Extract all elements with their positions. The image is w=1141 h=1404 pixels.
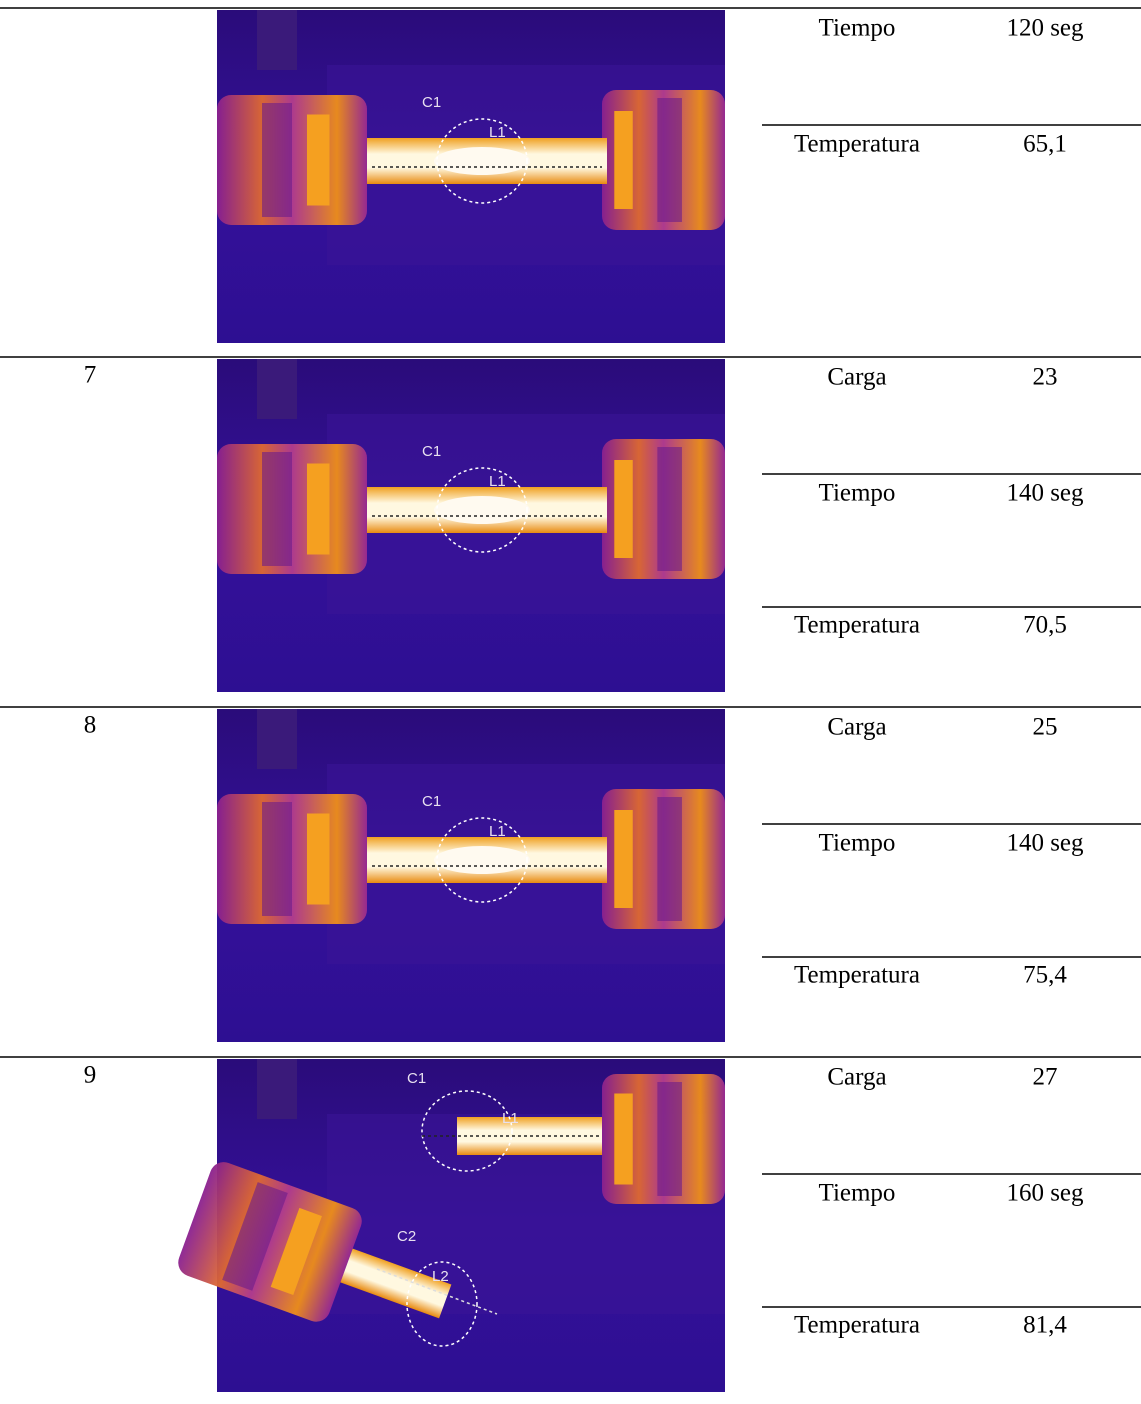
image-label: C1	[407, 1070, 426, 1087]
background-shape	[257, 709, 297, 769]
measure-circle	[406, 1261, 478, 1347]
image-label: L1	[489, 473, 506, 490]
cell-label: Temperatura	[794, 1312, 920, 1339]
grip-shade	[262, 802, 292, 916]
specimen-neck	[434, 846, 530, 874]
thermal-image: C1 L1	[217, 10, 725, 343]
image-label: L1	[502, 1110, 519, 1127]
image-label: C2	[397, 1228, 416, 1245]
grip-band	[307, 813, 330, 905]
measure-circle	[421, 1090, 513, 1172]
measure-circle	[436, 817, 528, 903]
grip	[178, 1162, 362, 1322]
grip-band	[307, 114, 330, 206]
specimen-neck	[434, 147, 530, 175]
grip-band	[614, 1093, 633, 1185]
grip-shade	[262, 452, 292, 566]
measure-circle	[436, 467, 528, 553]
cell-label: Tiempo	[819, 1180, 896, 1207]
cell-label: Temperatura	[794, 131, 920, 158]
cell-value: 140 seg	[1006, 830, 1084, 857]
image-label: C1	[422, 443, 441, 460]
cell-value: 65,1	[1023, 131, 1067, 158]
cell-value: 81,4	[1023, 1312, 1067, 1339]
cell-label: Tiempo	[819, 480, 896, 507]
cell-value: 23	[1033, 364, 1058, 391]
broken-part	[178, 1162, 452, 1322]
cell-label: Tiempo	[819, 15, 896, 42]
cell-label: Tiempo	[819, 830, 896, 857]
image-label: L1	[489, 823, 506, 840]
cell-label: Carga	[827, 364, 886, 391]
cell-value: 25	[1033, 714, 1058, 741]
background-shape	[257, 359, 297, 419]
row-number: 9	[84, 1062, 97, 1089]
row-number: 8	[84, 712, 97, 739]
background-shape	[257, 1059, 297, 1119]
grip-shade	[262, 103, 292, 217]
grip-shade	[657, 447, 682, 571]
cell-value: 120 seg	[1006, 15, 1084, 42]
grip-band	[614, 111, 633, 209]
grip-band	[614, 460, 633, 558]
thermal-image: C1 L1	[217, 359, 725, 692]
cell-label: Temperatura	[794, 612, 920, 639]
cell-value: 70,5	[1023, 612, 1067, 639]
measure-circle	[436, 118, 528, 204]
cell-value: 27	[1033, 1064, 1058, 1091]
grip-band	[270, 1207, 322, 1296]
cell-value: 160 seg	[1006, 1180, 1084, 1207]
image-label: C1	[422, 94, 441, 111]
grip-shade	[657, 1082, 682, 1196]
image-label: L2	[432, 1268, 449, 1285]
grip-shade	[657, 98, 682, 222]
cell-label: Carga	[827, 1064, 886, 1091]
grip-band	[614, 810, 633, 908]
thermal-image: C1 L1 C2 L2	[178, 1059, 725, 1392]
specimen-neck	[434, 496, 530, 524]
image-label: L1	[489, 124, 506, 141]
cell-value: 140 seg	[1006, 480, 1084, 507]
row-number: 7	[84, 362, 97, 389]
grip-shade	[222, 1182, 288, 1291]
image-label: C1	[422, 793, 441, 810]
grip-band	[307, 463, 330, 555]
cell-label: Carga	[827, 714, 886, 741]
specimen	[340, 1248, 452, 1319]
background-shape	[257, 10, 297, 70]
cell-label: Temperatura	[794, 962, 920, 989]
grip-shade	[657, 797, 682, 921]
specimen	[457, 1117, 602, 1155]
thermal-image: C1 L1	[217, 709, 725, 1042]
cell-value: 75,4	[1023, 962, 1067, 989]
